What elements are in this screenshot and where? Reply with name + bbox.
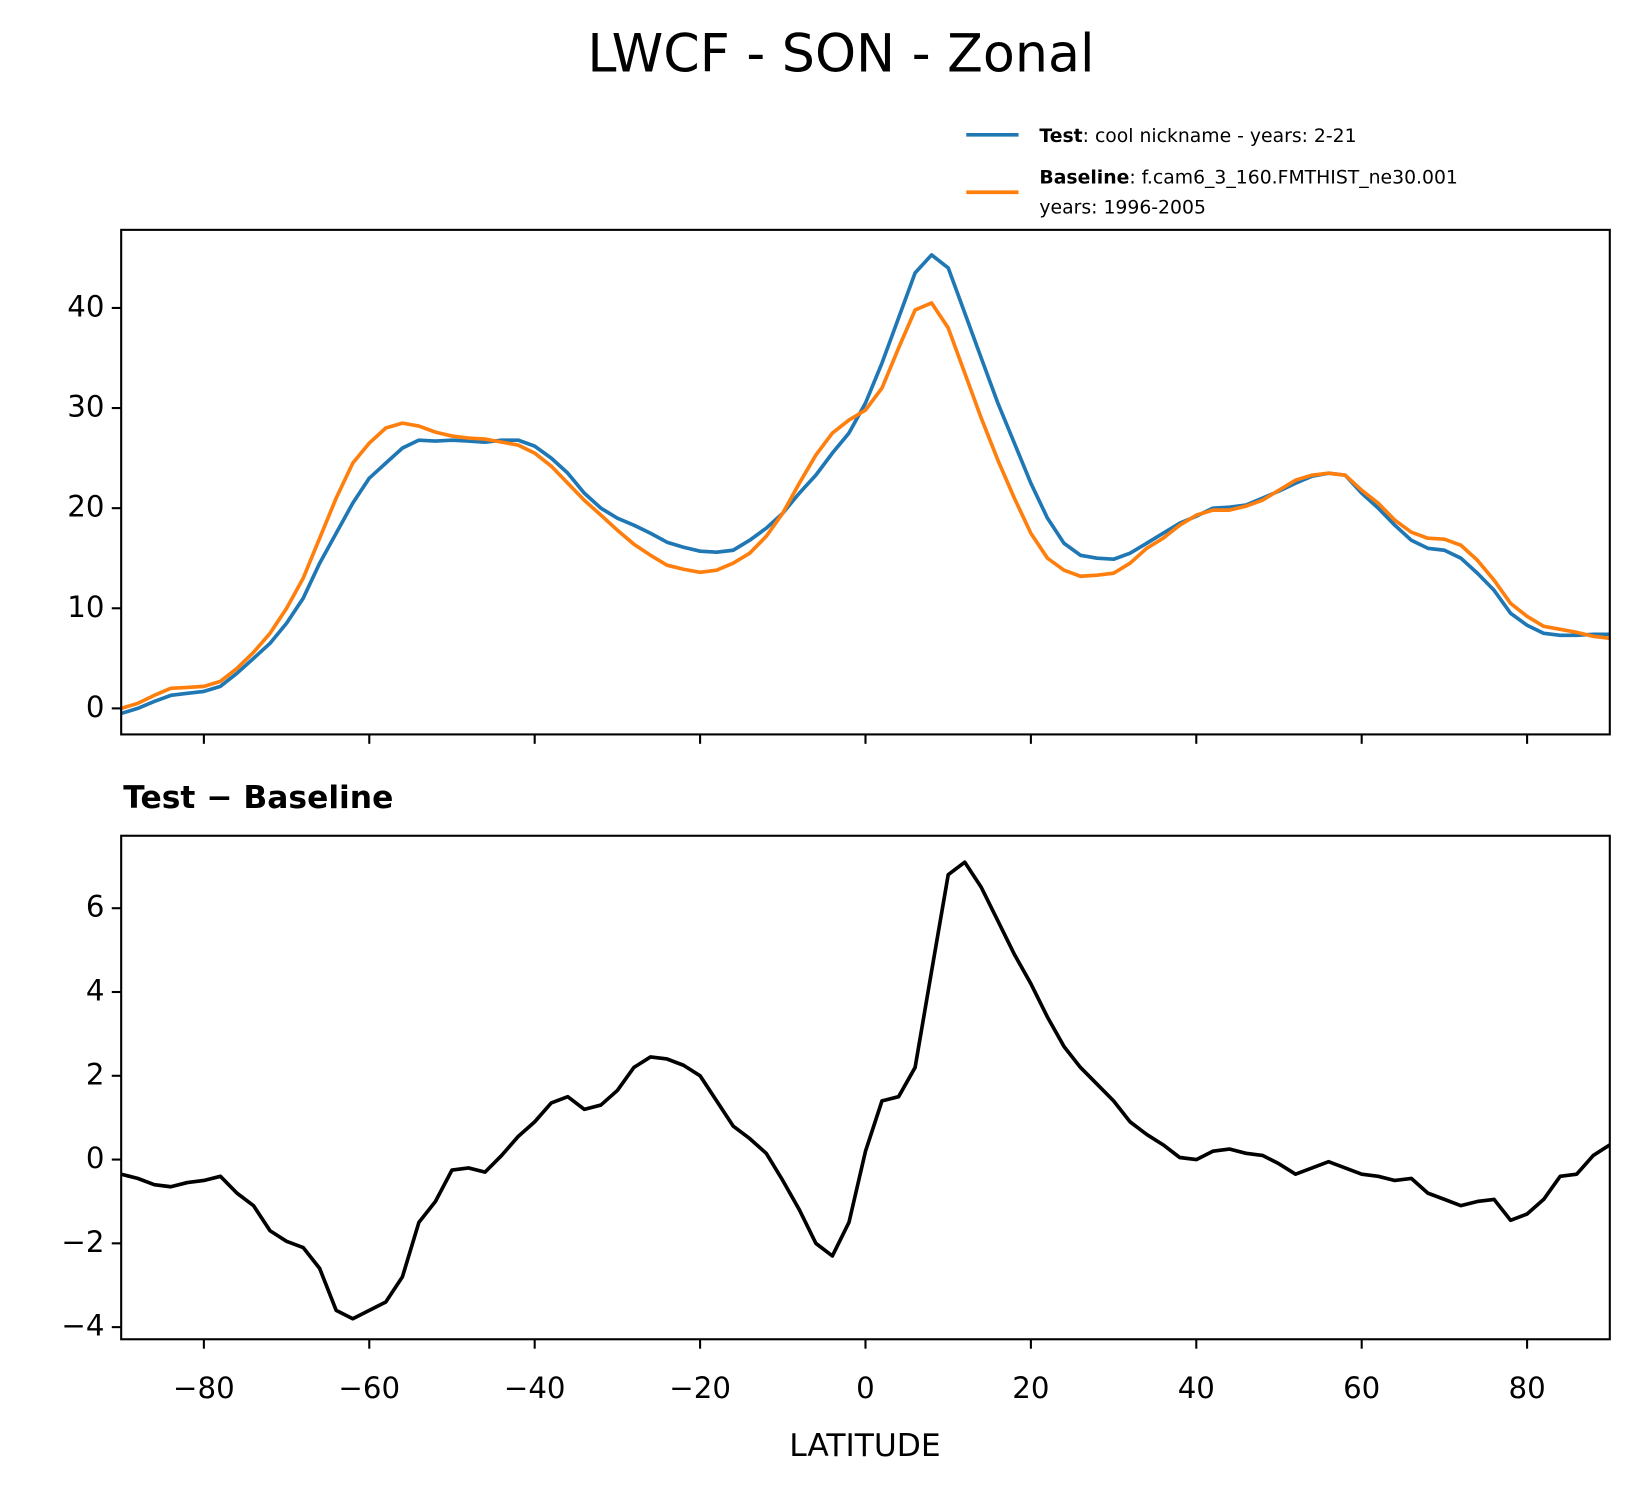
x-tick-label: 60 [1343,1371,1380,1405]
y-tick-label: 30 [67,390,104,424]
x-tick-label: 80 [1508,1371,1545,1405]
y-tick-label: 4 [86,973,105,1007]
data-line [121,860,1610,1321]
figure-title: LWCF - SON - Zonal [587,24,1094,84]
y-tick-label: 6 [86,890,105,924]
x-axis-label: LATITUDE [789,1428,941,1464]
legend-name: Test [1039,125,1082,146]
x-tick-label: −40 [504,1371,566,1405]
y-tick-label: −2 [61,1225,104,1259]
legend-entry: Baseline: f.cam6_3_160.FMTHIST_ne30.001 [1039,167,1457,188]
axes-frame [120,834,1611,1341]
legend-label: years: 1996-2005 [1039,197,1206,218]
y-tick-label: 2 [86,1057,105,1091]
x-tick-label: −80 [173,1371,235,1405]
legend-label: : f.cam6_3_160.FMTHIST_ne30.001 [1129,167,1458,188]
legend-label: : cool nickname - years: 2-21 [1083,125,1357,146]
data-line [121,301,1610,711]
y-tick-label: −4 [61,1309,104,1343]
x-tick-label: 40 [1178,1371,1215,1405]
data-line [121,253,1610,716]
y-tick-label: 0 [86,1141,105,1175]
x-tick-label: −60 [338,1371,400,1405]
y-tick-label: 20 [67,490,104,524]
legend-name: Baseline [1039,167,1129,188]
y-tick-label: 40 [67,289,104,323]
x-tick-label: 20 [1012,1371,1049,1405]
x-tick-label: 0 [856,1371,875,1405]
legend-entry: Test: cool nickname - years: 2-21 [1039,125,1356,146]
x-tick-label: −20 [669,1371,731,1405]
panel-title: Test − Baseline [123,780,393,816]
legend: Test: cool nickname - years: 2-21 Baseli… [966,125,1458,218]
y-tick-label: 0 [86,690,105,724]
y-tick-label: 10 [67,590,104,624]
